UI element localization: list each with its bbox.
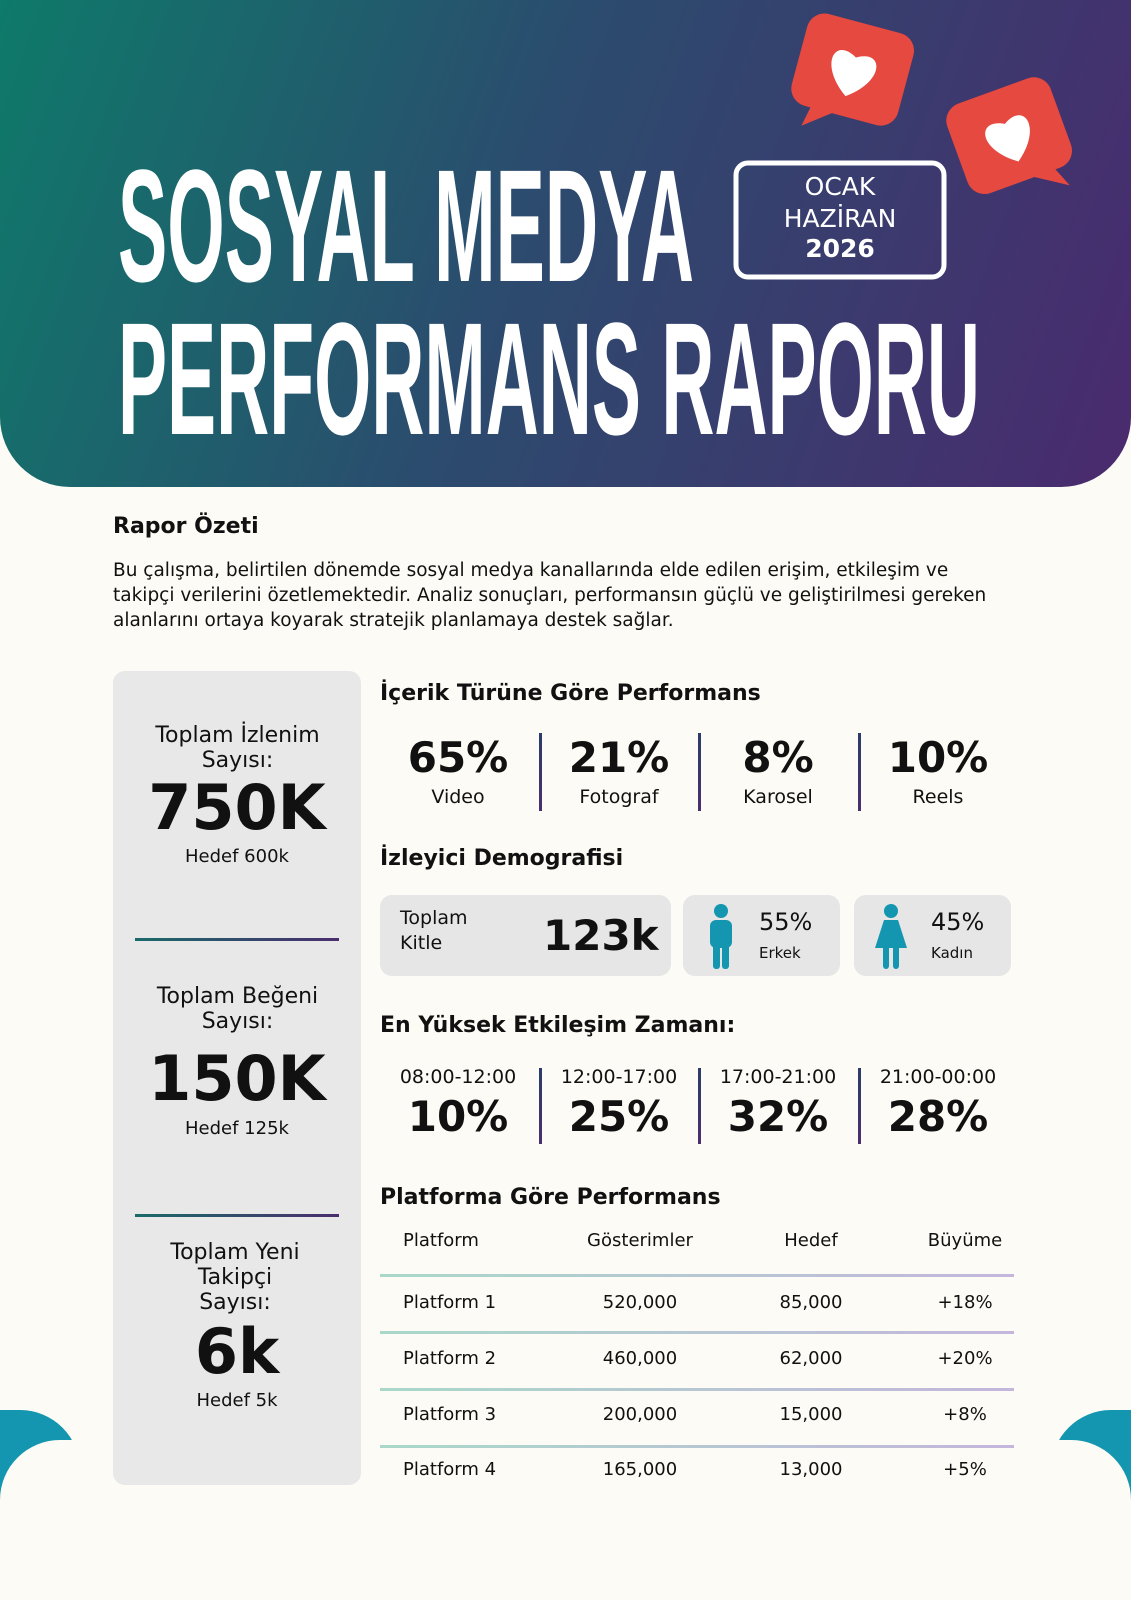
table-line bbox=[380, 1445, 1014, 1448]
separator bbox=[698, 733, 701, 811]
male-icon bbox=[710, 904, 732, 969]
section-heading: İçerik Türüne Göre Performans bbox=[380, 681, 761, 706]
table-cell: 13,000 bbox=[779, 1459, 843, 1480]
kpi-target: Hedef 600k bbox=[185, 846, 289, 867]
section-heading: En Yüksek Etkileşim Zamanı: bbox=[380, 1013, 736, 1038]
table-cell: Platform 3 bbox=[403, 1404, 497, 1425]
divider bbox=[135, 938, 339, 941]
content-label: Video bbox=[431, 786, 485, 808]
time-value: 25% bbox=[568, 1092, 670, 1141]
time-label: 17:00-21:00 bbox=[719, 1066, 837, 1088]
demo-label: Kadın bbox=[931, 944, 973, 962]
demo-value: 123k bbox=[543, 911, 659, 960]
table-cell: 62,000 bbox=[779, 1348, 843, 1369]
title: PERFORMANS RAPORU bbox=[118, 289, 980, 468]
kpi-target: Hedef 5k bbox=[196, 1390, 278, 1411]
divider bbox=[135, 1214, 339, 1217]
table-header: Gösterimler bbox=[587, 1230, 693, 1251]
demo-label: Erkek bbox=[759, 944, 801, 962]
time-label: 21:00-00:00 bbox=[879, 1066, 997, 1088]
badge-text: OCAK bbox=[805, 172, 876, 201]
table-cell: +5% bbox=[943, 1459, 987, 1480]
table-cell: +20% bbox=[937, 1348, 993, 1369]
separator bbox=[539, 1068, 542, 1144]
content-label: Karosel bbox=[743, 786, 813, 808]
table-header: Platform bbox=[403, 1230, 479, 1251]
demo-male bbox=[683, 895, 840, 976]
demo-value: 55% bbox=[759, 908, 813, 936]
table-cell: +8% bbox=[943, 1404, 987, 1425]
table-cell: Platform 4 bbox=[403, 1459, 497, 1480]
time-value: 28% bbox=[887, 1092, 989, 1141]
content-value: 8% bbox=[742, 733, 814, 782]
title: SOSYAL MEDYA bbox=[118, 136, 694, 315]
kpi-panel bbox=[113, 671, 361, 1485]
time-label: 12:00-17:00 bbox=[560, 1066, 678, 1088]
table-cell: 200,000 bbox=[602, 1404, 678, 1425]
table-cell: 520,000 bbox=[602, 1292, 678, 1313]
content-value: 10% bbox=[887, 733, 989, 782]
heart-icon bbox=[946, 77, 1073, 195]
summary-heading: Rapor Özeti bbox=[113, 514, 259, 539]
kpi-value: 750K bbox=[148, 771, 326, 844]
table-cell: 165,000 bbox=[602, 1459, 678, 1480]
content-label: Fotograf bbox=[579, 786, 659, 808]
demo-value: 45% bbox=[931, 908, 985, 936]
kpi-value: 150K bbox=[148, 1042, 326, 1115]
table-cell: Platform 2 bbox=[403, 1348, 497, 1369]
badge-year: 2026 bbox=[805, 234, 875, 263]
table-header: Hedef bbox=[784, 1230, 838, 1251]
header-art: SOSYAL MEDYA PERFORMANS RAPORU OCAK HAZİ… bbox=[118, 13, 1073, 468]
female-icon bbox=[875, 904, 907, 969]
kpi-target: Hedef 125k bbox=[185, 1118, 289, 1139]
badge-text: HAZİRAN bbox=[784, 204, 897, 233]
table-cell: 460,000 bbox=[602, 1348, 678, 1369]
time-label: 08:00-12:00 bbox=[399, 1066, 517, 1088]
summary-text: Bu çalışma, belirtilen dönemde sosyal me… bbox=[113, 560, 987, 631]
table-cell: 85,000 bbox=[779, 1292, 843, 1313]
separator bbox=[539, 733, 542, 811]
demo-label: Toplam Kitle bbox=[400, 907, 468, 954]
kpi-value: 6k bbox=[194, 1315, 280, 1388]
badge bbox=[733, 160, 947, 280]
table-line bbox=[380, 1331, 1014, 1334]
content-value: 21% bbox=[568, 733, 670, 782]
content-label: Reels bbox=[912, 786, 964, 808]
time-value: 10% bbox=[407, 1092, 509, 1141]
kpi-label: Toplam İzlenim Sayısı: bbox=[155, 723, 320, 773]
section-heading: İzleyici Demografisi bbox=[380, 846, 624, 871]
table-line bbox=[380, 1274, 1014, 1277]
kpi-label: Toplam Yeni Takipçi Sayısı: bbox=[170, 1240, 300, 1315]
demo-total bbox=[380, 895, 671, 976]
table-header: Büyüme bbox=[927, 1230, 1003, 1251]
content-value: 65% bbox=[407, 733, 509, 782]
section-heading: Platforma Göre Performans bbox=[380, 1185, 721, 1210]
table-cell: Platform 1 bbox=[403, 1292, 497, 1313]
table-cell: +18% bbox=[937, 1292, 993, 1313]
time-value: 32% bbox=[727, 1092, 829, 1141]
heart-icon bbox=[791, 13, 915, 126]
table-line bbox=[380, 1388, 1014, 1391]
kpi-label: Toplam Beğeni Sayısı: bbox=[156, 984, 319, 1034]
separator bbox=[858, 1068, 861, 1144]
separator bbox=[858, 733, 861, 811]
table-cell: 15,000 bbox=[779, 1404, 843, 1425]
separator bbox=[698, 1068, 701, 1144]
